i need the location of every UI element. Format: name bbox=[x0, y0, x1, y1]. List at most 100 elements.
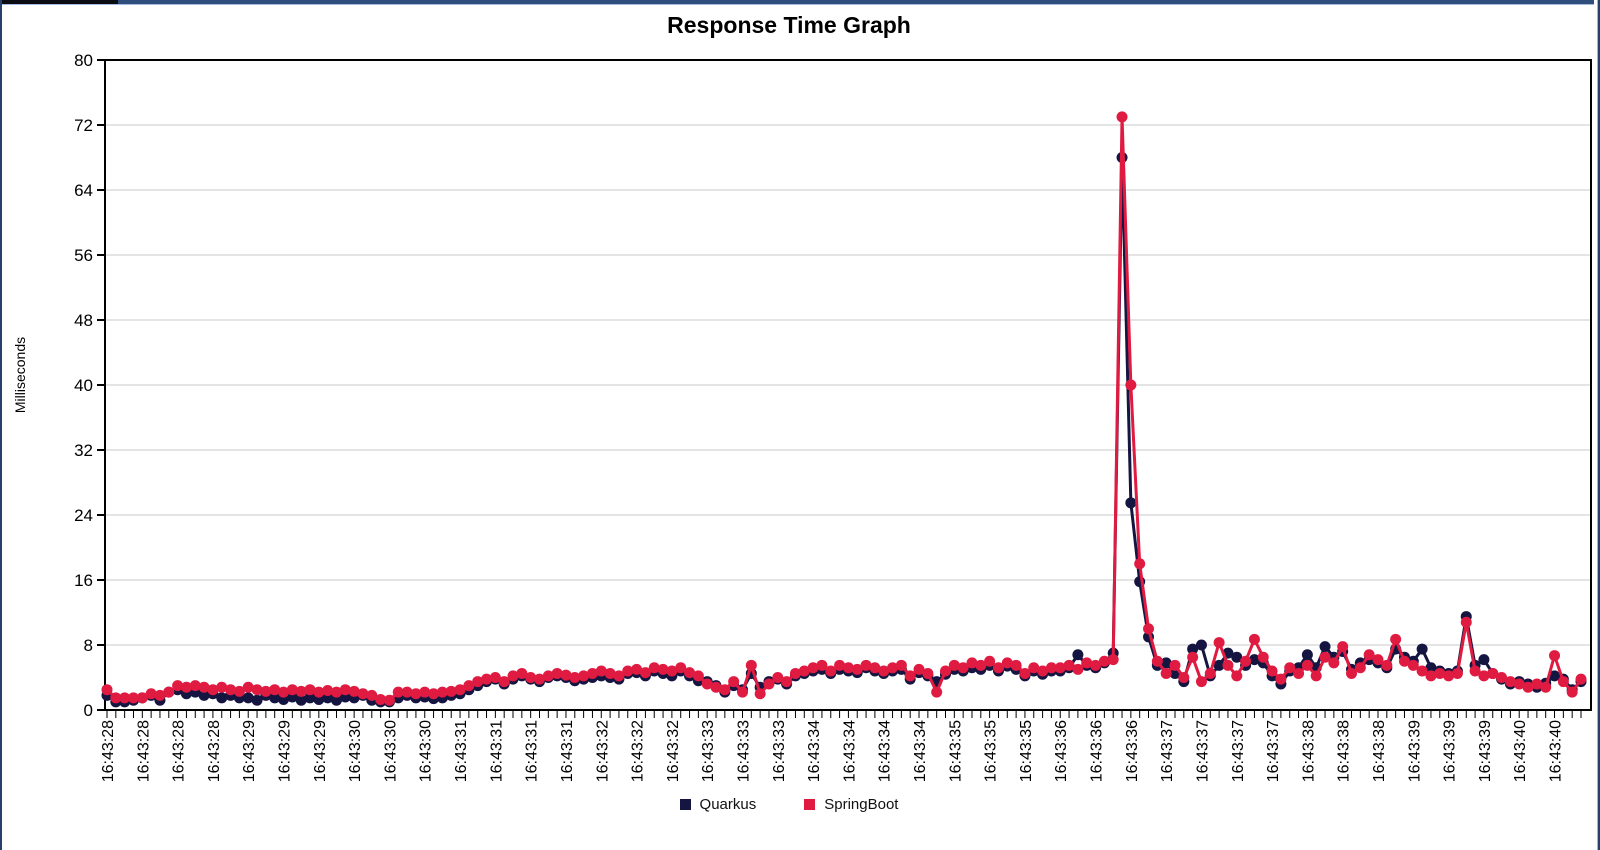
data-point bbox=[1425, 662, 1437, 674]
window-top-bar-dark-segment bbox=[0, 0, 118, 4]
legend-label: SpringBoot bbox=[824, 796, 899, 813]
data-point bbox=[154, 689, 166, 701]
data-point bbox=[1319, 651, 1331, 663]
data-point bbox=[728, 676, 740, 688]
data-point bbox=[1072, 663, 1084, 675]
x-tick-label: 16:43:35 bbox=[947, 720, 964, 782]
data-point bbox=[763, 678, 775, 690]
x-tick-label: 16:43:33 bbox=[700, 720, 717, 782]
data-point bbox=[1187, 651, 1199, 663]
data-point bbox=[1513, 678, 1525, 690]
data-point bbox=[1328, 657, 1340, 669]
data-point bbox=[1540, 681, 1552, 693]
data-point bbox=[701, 678, 713, 690]
data-point bbox=[904, 670, 916, 682]
data-point bbox=[1390, 633, 1402, 645]
data-point bbox=[1284, 662, 1296, 674]
data-point bbox=[966, 657, 978, 669]
data-point bbox=[366, 689, 378, 701]
data-point bbox=[1381, 659, 1393, 671]
x-tick-label: 16:43:32 bbox=[630, 720, 647, 782]
data-point bbox=[260, 685, 272, 697]
data-point bbox=[225, 684, 237, 696]
data-point bbox=[392, 686, 404, 698]
data-point bbox=[1081, 657, 1093, 669]
data-point bbox=[595, 665, 607, 677]
data-point bbox=[1416, 643, 1428, 655]
data-point bbox=[198, 681, 210, 693]
x-tick-label: 16:43:37 bbox=[1230, 720, 1247, 782]
data-point bbox=[948, 659, 960, 671]
x-tick-label: 16:43:33 bbox=[735, 720, 752, 782]
data-point bbox=[1143, 623, 1155, 635]
data-point bbox=[1134, 558, 1146, 570]
data-point bbox=[1231, 651, 1243, 663]
x-tick-label: 16:43:39 bbox=[1406, 720, 1423, 782]
y-tick-label: 80 bbox=[74, 51, 93, 70]
data-point bbox=[1354, 662, 1366, 674]
data-point bbox=[869, 662, 881, 674]
x-tick-label: 16:43:28 bbox=[135, 720, 152, 782]
data-point bbox=[1549, 650, 1561, 662]
data-point bbox=[445, 685, 457, 697]
data-point bbox=[1019, 667, 1031, 679]
x-tick-label: 16:43:28 bbox=[100, 720, 117, 782]
y-tick-label: 64 bbox=[74, 181, 93, 200]
data-point bbox=[136, 692, 148, 704]
x-tick-label: 16:43:29 bbox=[241, 720, 258, 782]
data-point bbox=[692, 670, 704, 682]
x-tick-label: 16:43:37 bbox=[1159, 720, 1176, 782]
data-point bbox=[878, 665, 890, 677]
data-point bbox=[1310, 670, 1322, 682]
data-point bbox=[1557, 676, 1569, 688]
data-point bbox=[992, 662, 1004, 674]
data-point bbox=[860, 659, 872, 671]
data-point bbox=[207, 684, 219, 696]
data-point bbox=[736, 686, 748, 698]
data-point bbox=[472, 676, 484, 688]
data-point bbox=[1098, 655, 1110, 667]
data-point bbox=[639, 667, 651, 679]
data-point bbox=[278, 686, 290, 698]
data-point bbox=[1169, 659, 1181, 671]
x-tick-label: 16:43:38 bbox=[1371, 720, 1388, 782]
data-point bbox=[1443, 670, 1455, 682]
data-point bbox=[216, 692, 228, 704]
window-left-border bbox=[0, 0, 2, 850]
series-line bbox=[105, 115, 1583, 702]
data-point bbox=[481, 673, 493, 685]
data-point bbox=[419, 686, 431, 698]
data-point bbox=[798, 665, 810, 677]
data-point bbox=[604, 667, 616, 679]
data-point bbox=[1213, 637, 1225, 649]
data-point bbox=[1001, 657, 1013, 669]
data-point bbox=[101, 684, 113, 696]
data-point bbox=[357, 688, 369, 700]
data-point bbox=[1451, 667, 1463, 679]
data-point bbox=[975, 659, 987, 671]
x-axis: 16:43:28 16:43:28 16:43:28 16:43:28 16:43:29… bbox=[100, 711, 1582, 782]
x-tick-label: 16:43:32 bbox=[594, 720, 611, 782]
data-point bbox=[163, 686, 175, 698]
data-point bbox=[1222, 659, 1234, 671]
x-tick-label: 16:43:37 bbox=[1194, 720, 1211, 782]
data-point bbox=[1319, 641, 1331, 653]
data-point bbox=[401, 686, 413, 698]
data-point bbox=[834, 659, 846, 671]
data-point bbox=[1072, 649, 1084, 661]
data-point bbox=[1257, 651, 1269, 663]
data-point bbox=[330, 694, 342, 706]
data-point bbox=[913, 663, 925, 675]
data-point bbox=[1054, 662, 1066, 674]
data-point bbox=[931, 686, 943, 698]
x-tick-label: 16:43:39 bbox=[1442, 720, 1459, 782]
x-tick-label: 16:43:31 bbox=[488, 720, 505, 782]
data-point bbox=[957, 662, 969, 674]
x-tick-label: 16:43:28 bbox=[171, 720, 188, 782]
plot-border bbox=[104, 59, 1592, 711]
y-axis-title: Milliseconds bbox=[12, 336, 28, 414]
gridlines bbox=[106, 124, 1590, 646]
data-point bbox=[1151, 655, 1163, 667]
data-point bbox=[286, 684, 298, 696]
